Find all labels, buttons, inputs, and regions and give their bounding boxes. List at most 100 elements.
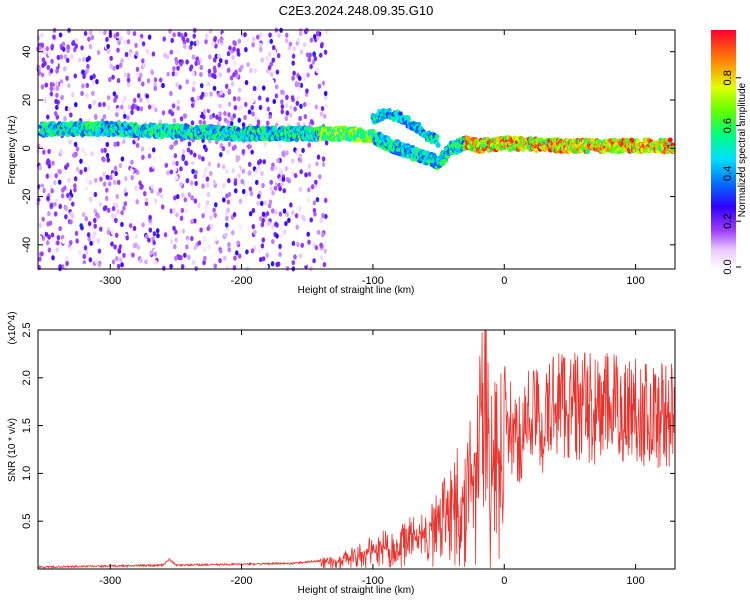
spectrogram-cell <box>55 198 59 204</box>
spectrogram-cell <box>177 31 181 37</box>
spectrogram-cell <box>289 104 293 110</box>
spectrogram-cell <box>168 28 172 34</box>
spectrogram-cell <box>178 255 183 261</box>
spectrogram-cell <box>297 75 302 81</box>
spectrogram-cell <box>176 105 180 111</box>
spectrogram-cell <box>89 75 94 81</box>
spectrogram-cell <box>59 54 64 60</box>
spectrogram-cell <box>114 232 119 238</box>
spectrogram-cell <box>49 202 54 208</box>
spectrogram-cell <box>69 112 73 118</box>
spectrogram-cell <box>256 200 260 206</box>
spectrogram-cell <box>42 187 46 194</box>
spectrogram-cell <box>158 187 163 193</box>
spectrogram-cell <box>108 32 113 39</box>
spectrogram-cell <box>175 201 179 207</box>
spectrogram-cell <box>251 36 256 42</box>
spectrogram-cell <box>102 171 106 177</box>
spectrogram-cell <box>84 249 89 255</box>
spectrogram-cell <box>192 80 196 87</box>
spectrogram-cell <box>291 75 295 81</box>
spectrogram-cell <box>53 180 57 186</box>
spectrogram-cell <box>153 77 158 83</box>
spectrogram-cell <box>314 245 319 251</box>
spectrogram-cell <box>63 115 67 122</box>
spectrogram-cell <box>280 109 285 115</box>
spectrogram-cell <box>205 182 210 188</box>
spectrogram-cell <box>56 235 61 241</box>
spectrogram-cell <box>192 152 197 158</box>
spectrogram-cell <box>233 255 237 261</box>
spectrogram-cell <box>136 93 141 99</box>
spectrogram-cell <box>97 261 102 268</box>
spectrogram-x-ticks: -300 -200 -100 0 100 <box>99 30 645 287</box>
spectrogram-cell <box>271 224 275 230</box>
spectrogram-cell <box>284 115 289 121</box>
spectrogram-cell <box>259 200 264 206</box>
colorbar: 0.0 0.2 0.4 0.6 0.8 Normalized spectral ampl… <box>711 30 748 275</box>
spectrogram-cell <box>215 114 219 120</box>
spectrogram-cell <box>93 217 97 223</box>
spectrogram-frame <box>37 29 676 270</box>
spectrogram-cell <box>120 58 124 64</box>
spectrogram-cell <box>164 162 169 168</box>
spectrogram-cell <box>258 46 263 53</box>
spectrogram-cell <box>312 151 317 158</box>
spectrogram-cell <box>80 52 85 58</box>
spectrogram-cell <box>150 69 154 76</box>
spectrogram-cell <box>47 247 52 253</box>
spectrogram-cell <box>74 43 78 49</box>
spectrogram-cell <box>276 53 281 59</box>
spectrogram-cell <box>265 97 270 103</box>
spectrogram-cell <box>269 179 274 185</box>
spectrogram-cell <box>266 120 270 126</box>
spectrogram-cell <box>64 205 69 211</box>
spectrogram-cell <box>299 169 303 175</box>
spectrogram-cell <box>55 81 59 87</box>
spectrogram-cell <box>233 105 238 111</box>
spectrogram-y-tick-label: 40 <box>21 46 33 58</box>
spectrogram-cell <box>140 146 145 152</box>
spectrogram-cell <box>300 242 305 248</box>
spectrogram-cell <box>52 34 56 40</box>
spectrogram-cell <box>136 220 141 226</box>
spectrogram-cell <box>277 182 281 188</box>
spectrogram-cell <box>174 237 178 243</box>
spectrogram-cell <box>92 99 97 105</box>
spectrogram-cell <box>73 141 78 147</box>
spectrogram-cell <box>191 259 196 266</box>
spectrogram-cell <box>187 192 192 198</box>
spectrogram-cell <box>232 39 236 46</box>
spectrogram-cell <box>145 93 150 99</box>
spectrogram-cell <box>320 218 324 224</box>
spectrogram-cell <box>98 201 103 207</box>
spectrogram-cell <box>132 243 137 249</box>
spectrogram-cell <box>287 178 292 184</box>
spectrogram-cell <box>320 105 325 112</box>
spectrogram-cell <box>264 264 269 270</box>
spectrogram-cell <box>288 112 293 118</box>
spectrogram-cell <box>141 154 145 160</box>
spectrogram-cell <box>181 228 186 234</box>
spectrogram-cell <box>39 186 44 192</box>
spectrogram-cell <box>59 148 64 155</box>
spectrogram-cell <box>152 231 157 237</box>
spectrogram-cell <box>234 250 239 256</box>
spectrogram-cell <box>321 80 326 86</box>
spectrogram-cell <box>258 42 263 48</box>
spectrogram-cell <box>170 37 175 44</box>
spectrogram-cell <box>62 185 67 191</box>
spectrogram-cell <box>175 82 179 88</box>
spectrogram-cell <box>160 204 165 210</box>
spectrogram-cell <box>246 36 250 42</box>
spectrogram-cell <box>102 101 106 108</box>
spectrogram-cell <box>233 188 238 194</box>
spectrogram-cell <box>285 150 289 156</box>
spectrogram-cell <box>114 202 119 209</box>
spectrogram-cell <box>50 45 54 51</box>
spectrogram-cell <box>151 51 156 57</box>
spectrogram-cell <box>190 156 195 162</box>
spectrogram-cell <box>61 41 66 47</box>
spectrogram-cell <box>85 92 89 99</box>
spectrogram-cell <box>230 116 234 122</box>
